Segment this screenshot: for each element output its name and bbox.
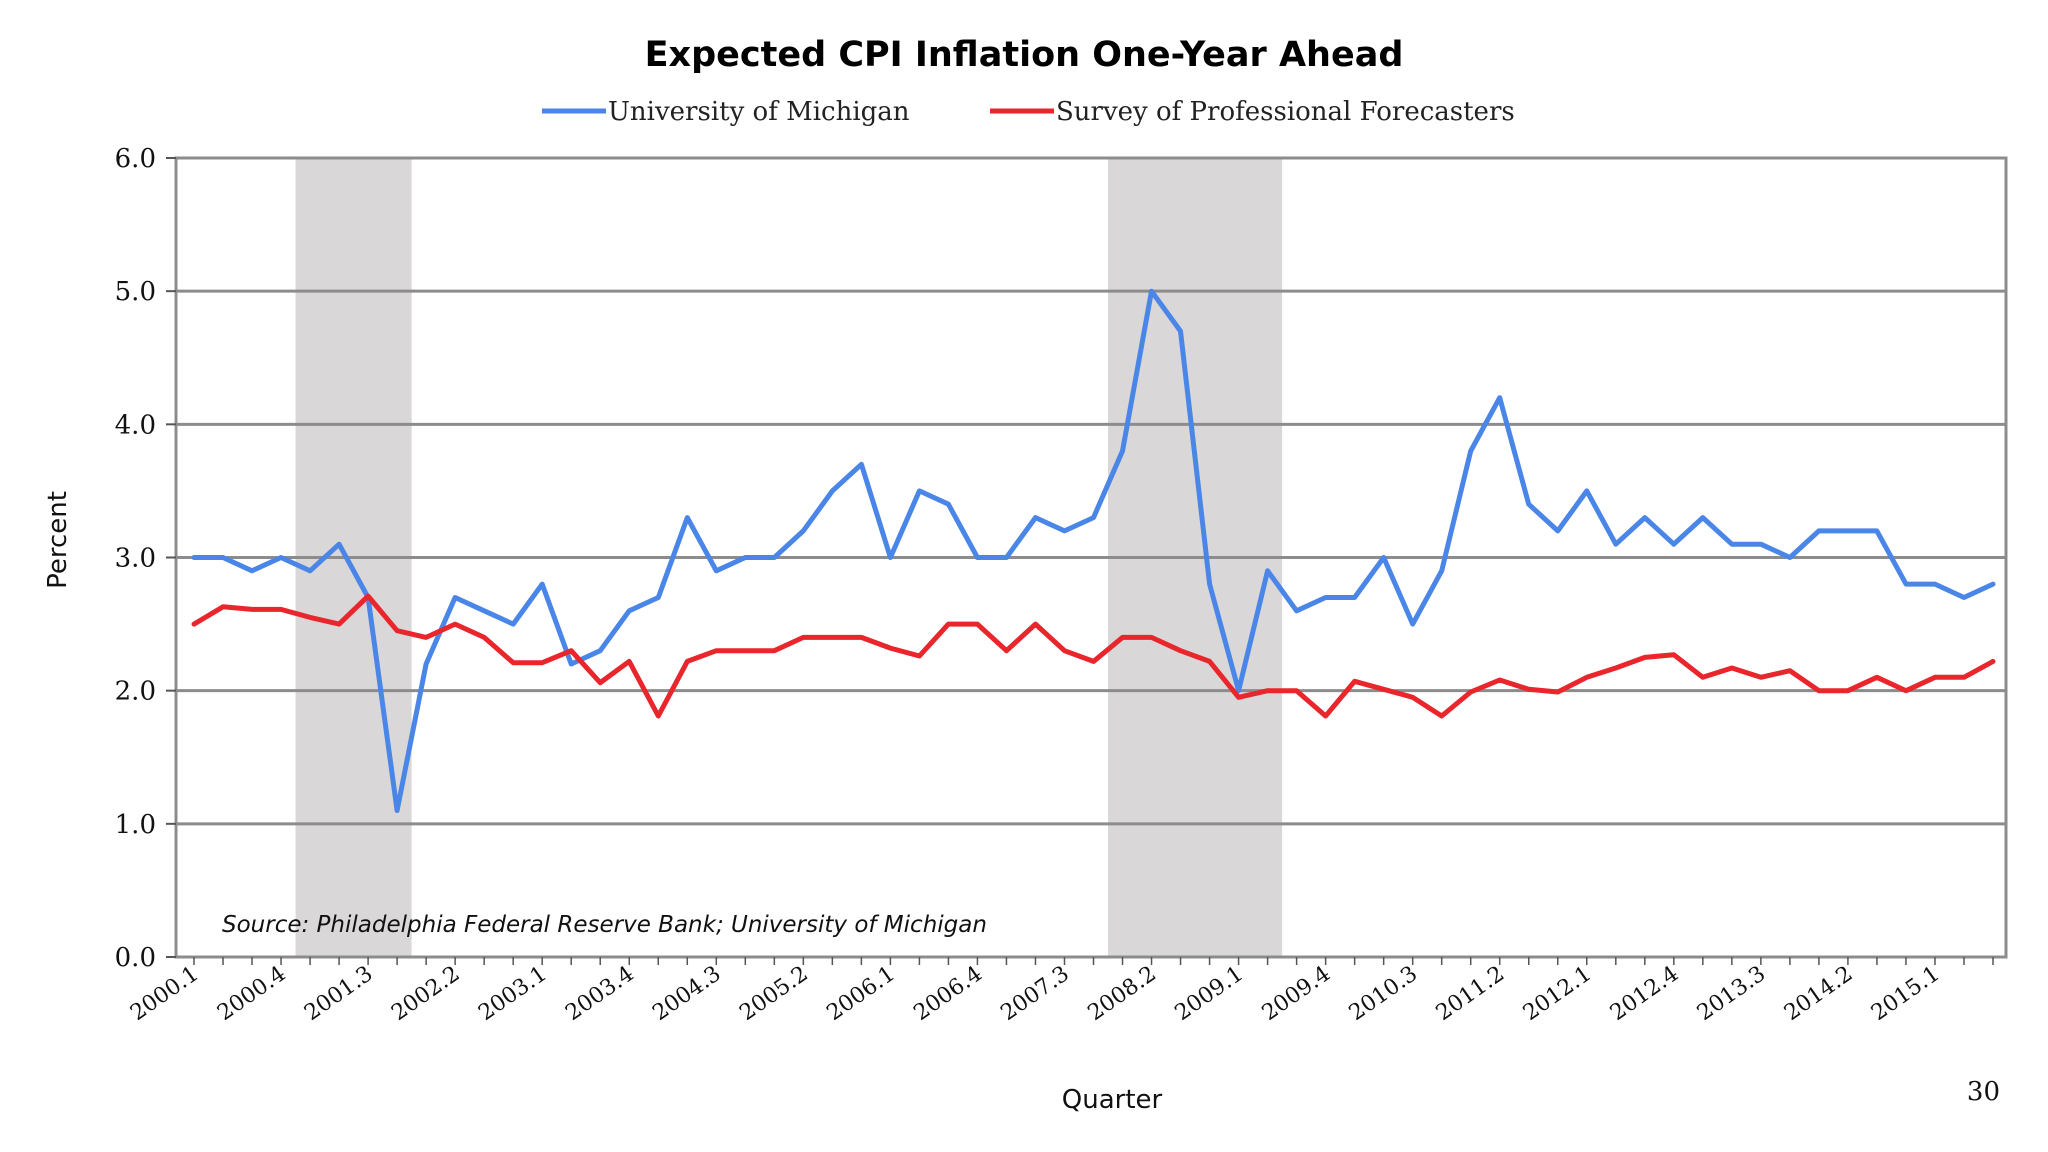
x-tick-label: 2001.3: [300, 961, 377, 1026]
x-tick-label: 2004.3: [648, 961, 725, 1026]
y-tick-label: 5.0: [115, 277, 156, 307]
x-tick-label: 2012.1: [1519, 961, 1596, 1026]
series-lines: [191, 288, 1996, 813]
legend-label-michigan: University of Michigan: [608, 97, 910, 127]
x-tick-label: 2003.4: [561, 961, 638, 1026]
x-tick-label: 2002.2: [387, 961, 464, 1026]
x-tick-label: 2003.1: [474, 961, 551, 1026]
y-tick-label: 1.0: [115, 810, 156, 840]
y-tick-label: 3.0: [115, 544, 156, 574]
series-line-spf: [191, 593, 1996, 719]
y-tick-label: 4.0: [115, 410, 156, 440]
source-annotation: Source: Philadelphia Federal Reserve Ban…: [222, 912, 987, 938]
x-tick-label: 2007.3: [997, 961, 1074, 1026]
x-tick-label: 2006.4: [909, 961, 986, 1026]
x-tick-label: 2005.2: [735, 961, 812, 1026]
x-tick-label: 2012.4: [1606, 961, 1683, 1026]
chart-title: Expected CPI Inflation One-Year Ahead: [645, 35, 1404, 75]
y-axis-ticks: 0.0 1.0 2.0 3.0 4.0 5.0 6.0: [115, 144, 176, 973]
x-axis-label: Quarter: [1062, 1085, 1163, 1115]
y-tick-label: 0.0: [115, 943, 156, 973]
series-line-michigan: [191, 288, 1996, 813]
y-tick-label: 6.0: [115, 144, 156, 174]
x-tick-label: 2011.2: [1432, 961, 1509, 1026]
x-tick-label: 2015.1: [1867, 961, 1944, 1026]
legend: University of Michigan Survey of Profess…: [542, 97, 1515, 127]
x-tick-label: 2013.3: [1693, 961, 1770, 1026]
x-tick-label: 2006.1: [822, 961, 899, 1026]
y-tick-label: 2.0: [115, 677, 156, 707]
x-tick-label: 2009.4: [1258, 961, 1335, 1026]
gridlines: [176, 289, 2006, 826]
x-tick-label: 2014.2: [1780, 961, 1857, 1026]
y-axis-label: Percent: [43, 491, 73, 589]
x-tick-label: 2008.2: [1084, 961, 1161, 1026]
x-tick-label: 2009.1: [1171, 961, 1248, 1026]
page-number: 30: [1967, 1077, 2000, 1107]
x-tick-label: 2010.3: [1345, 961, 1422, 1026]
legend-label-spf: Survey of Professional Forecasters: [1056, 97, 1515, 127]
x-tick-label: 2000.4: [213, 961, 290, 1026]
x-axis-ticks: 2000.1 2000.4 2001.3 2002.2 2003.1 2003.4 2004…: [126, 957, 1994, 1026]
